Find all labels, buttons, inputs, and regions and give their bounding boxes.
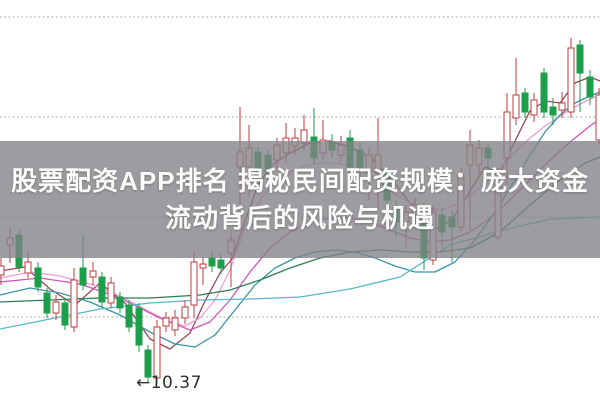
low-price-annotation: ←10.37 bbox=[136, 373, 202, 393]
headline-line-1: 股票配资APP排名 揭秘民间配资规模：庞大资金 bbox=[11, 165, 589, 196]
title-overlay-band: 股票配资APP排名 揭秘民间配资规模：庞大资金 流动背后的风险与机遇 bbox=[0, 141, 600, 258]
headline-line-2: 流动背后的风险与机遇 bbox=[164, 202, 435, 233]
